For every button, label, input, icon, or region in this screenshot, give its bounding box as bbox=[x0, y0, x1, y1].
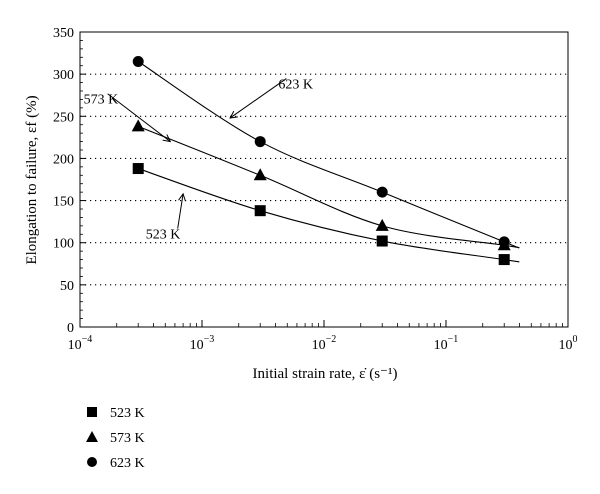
fit-curves bbox=[137, 61, 520, 263]
data-point-circle bbox=[254, 136, 266, 148]
y-tick-label: 200 bbox=[53, 152, 74, 167]
legend-marker-circle bbox=[87, 457, 97, 467]
y-tick-label: 100 bbox=[53, 237, 74, 252]
y-tick-labels: 0 50 100 150 200 250 300 350 bbox=[53, 26, 74, 336]
plot-frame bbox=[79, 31, 569, 328]
x-tick-label: 10−1 bbox=[434, 334, 459, 353]
data-point-square bbox=[498, 254, 510, 266]
y-tick-label: 150 bbox=[53, 195, 74, 210]
annotation-arrowhead bbox=[178, 192, 186, 202]
fit-curve-523k bbox=[138, 168, 520, 263]
y-axis-title: Elongation to failure, εf (%) bbox=[24, 95, 40, 264]
data-point-triangle bbox=[131, 119, 145, 132]
legend-label: 523 K bbox=[110, 406, 145, 421]
data-point-square bbox=[376, 235, 388, 247]
annotation-label: 573 K bbox=[84, 93, 119, 108]
y-tick-label: 50 bbox=[60, 279, 74, 294]
y-tick-label: 250 bbox=[53, 110, 74, 125]
data-point-circle bbox=[132, 56, 144, 67]
data-point-circle bbox=[376, 186, 388, 198]
y-tick-label: 350 bbox=[53, 26, 74, 41]
data-point-triangle bbox=[253, 168, 267, 181]
fit-curve-623k bbox=[137, 61, 520, 249]
data-point-circle bbox=[498, 236, 510, 248]
y-tick-label: 0 bbox=[67, 321, 74, 336]
legend-marker-triangle bbox=[86, 431, 98, 442]
data-point-square bbox=[254, 205, 266, 217]
x-tick-label: 10−3 bbox=[190, 334, 215, 353]
legend-marker-square bbox=[87, 407, 97, 417]
annotation-arrowhead bbox=[162, 134, 172, 143]
x-tick-label: 100 bbox=[559, 334, 578, 353]
legend-label: 623 K bbox=[110, 456, 145, 471]
x-tick-label: 10−2 bbox=[312, 334, 337, 353]
annotation-arrow bbox=[177, 193, 184, 229]
series-annotations: 523 K 573 K 623 K bbox=[84, 78, 313, 243]
grid-lines bbox=[80, 73, 568, 286]
data-point-triangle bbox=[375, 218, 389, 231]
data-point-square bbox=[132, 163, 144, 175]
legend: 523 K 573 K 623 K bbox=[86, 406, 145, 471]
annotation-arrow bbox=[229, 78, 287, 119]
x-tick-labels: 10−4 10−3 10−2 10−1 100 bbox=[68, 334, 578, 353]
x-tick-label: 10−4 bbox=[68, 334, 93, 353]
annotation-arrow bbox=[107, 93, 171, 142]
annotation-arrowhead bbox=[229, 110, 238, 119]
x-axis-title: Initial strain rate, ε̇ (s⁻¹) bbox=[253, 366, 398, 382]
legend-label: 573 K bbox=[110, 431, 145, 446]
axis-ticks bbox=[79, 31, 569, 328]
annotation-label: 623 K bbox=[278, 78, 313, 93]
y-tick-label: 300 bbox=[53, 68, 74, 83]
annotation-label: 523 K bbox=[146, 228, 181, 243]
data-markers bbox=[131, 56, 511, 266]
